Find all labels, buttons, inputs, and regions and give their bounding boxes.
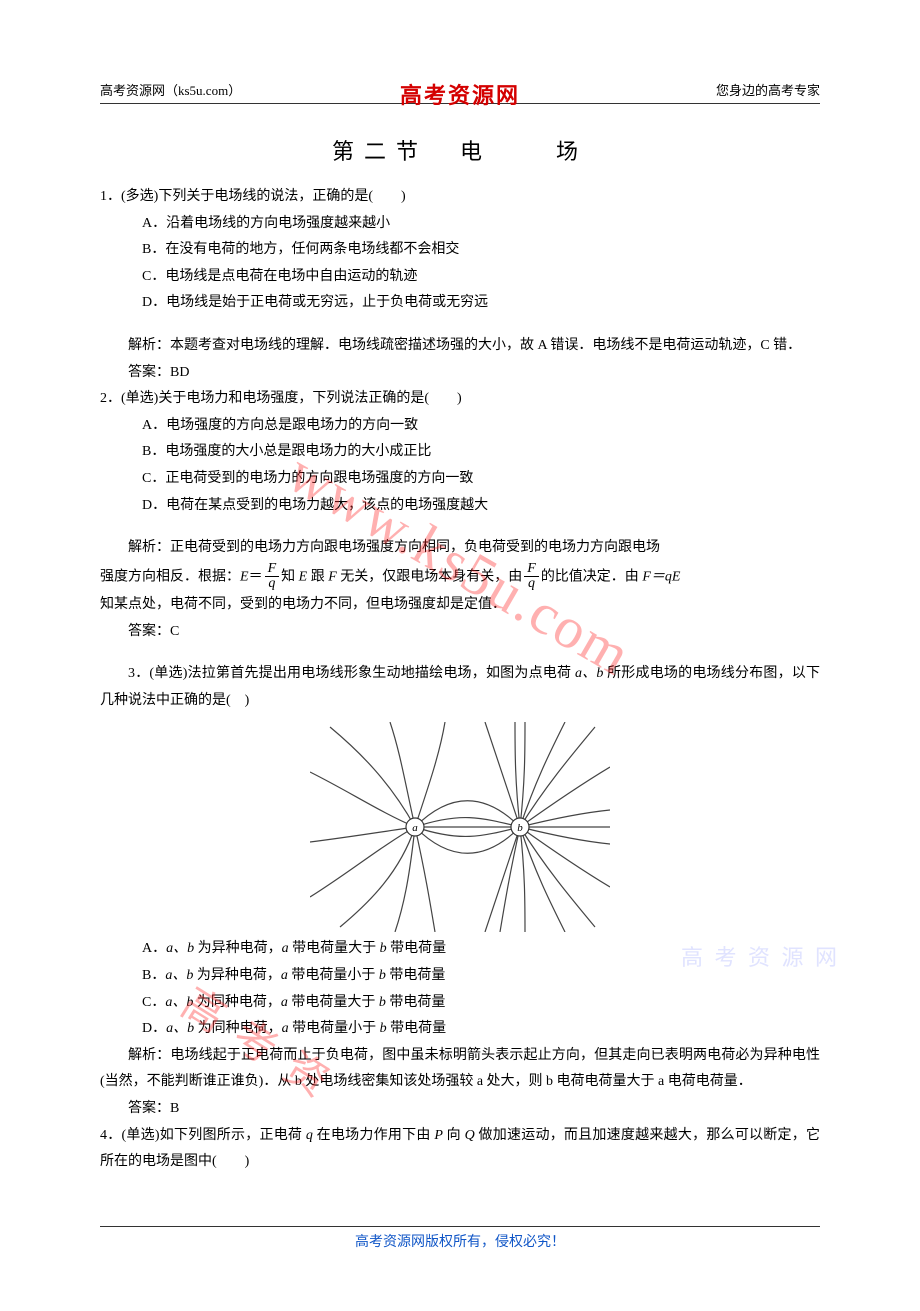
q3d-end: 带电荷量 [387,1021,447,1036]
q3d-mid: 为同种电荷， [194,1021,282,1036]
q2-opt-d: D．电荷在某点受到的电场力越大，该点的电场强度越大 [100,493,820,520]
q2-mid3: 无关，仅跟电场本身有关，由 [340,569,522,584]
q1-answer: 答案：BD [100,360,820,387]
q2-explain-b: 强度方向相反．根据：E＝Fq知 E 跟 F 无关，仅跟电场本身有关，由Fq的比值… [100,562,820,592]
section-title: 第二节 电 场 [100,134,820,166]
q2-mid4: 的比值决定．由 [541,569,639,584]
q3b-it3: b [379,968,386,983]
q3c-it3: b [379,995,386,1010]
q3-stem: 3．(单选)法拉第首先提出用电场线形象生动地描绘电场，如图为点电荷 a、b 所形… [100,661,820,714]
q2-explain-c: 知某点处，电荷不同，受到的电场力不同，但电场强度却是定值． [100,592,820,619]
q2-var-E1: E [240,569,249,584]
q4c: 向 [443,1128,465,1143]
q2-mid1: 知 [281,569,295,584]
q2-var-F: F [328,569,337,584]
q3d-mid2: 带电荷量小于 [289,1021,380,1036]
q2-frac-1: Fq [265,562,280,592]
header-right: 您身边的高考专家 [716,80,820,99]
q3a-end: 带电荷量 [387,941,447,956]
q3b-end: 带电荷量 [386,968,446,983]
q2-opt-c: C．正电荷受到的电场力的方向跟电场强度的方向一致 [100,466,820,493]
q3a-it: a、b [166,941,194,956]
q3a-mid: 为异种电荷， [194,941,282,956]
q2-frac1-n: F [265,562,280,578]
q4-it2: P [434,1128,443,1143]
header-left: 高考资源网（ks5u.com） [100,80,241,99]
q3c-pre: C． [142,995,165,1010]
field-lines-figure: a b [310,722,610,932]
q2-stem: 2．(单选)关于电场力和电场强度，下列说法正确的是( ) [100,386,820,413]
q3-explain: 解析：电场线起于正电荷而止于负电荷，图中虽未标明箭头表示起止方向，但其走向已表明… [100,1043,820,1096]
figure-container: a b [100,722,820,932]
q3a-it2: a [282,941,289,956]
q3-stem-a: 3．(单选)法拉第首先提出用电场线形象生动地描绘电场，如图为点电荷 [128,666,575,681]
q1-stem: 1．(多选)下列关于电场线的说法，正确的是( ) [100,184,820,211]
q3b-mid: 为异种电荷， [193,968,281,983]
q4-stem: 4．(单选)如下列图所示，正电荷 q 在电场力作用下由 P 向 Q 做加速运动，… [100,1123,820,1176]
q3c-it: a、b [165,995,193,1010]
q3-opt-c: C．a、b 为同种电荷，a 带电荷量大于 b 带电荷量 [100,990,820,1017]
q2-eq: F＝qE [642,569,680,584]
q3b-it: a、b [165,968,193,983]
q2-explain-a: 解析：正电荷受到的电场力方向跟电场强度方向相同，负电荷受到的电场力方向跟电场 [100,535,820,562]
q4-it1: q [306,1128,313,1143]
q1-opt-a: A．沿着电场线的方向电场强度越来越小 [100,211,820,238]
q1-opt-d: D．电场线是始于正电荷或无穷远，止于负电荷或无穷远 [100,290,820,317]
q3-opt-d: D．a、b 为同种电荷，a 带电荷量小于 b 带电荷量 [100,1016,820,1043]
q3d-it3: b [380,1021,387,1036]
fig-right-watermark: 高 考 资 源 网 [681,940,840,972]
footer-text: 高考资源网版权所有，侵权必究！ [100,1227,820,1251]
q2-opt-b: B．电场强度的大小总是跟电场力的大小成正比 [100,439,820,466]
q4b: 在电场力作用下由 [313,1128,434,1143]
q2-frac2-n: F [524,562,539,578]
q3a-it3: b [380,941,387,956]
q3c-end: 带电荷量 [386,995,446,1010]
q2-var-E2: E [299,569,308,584]
q2-frac-2: Fq [524,562,539,592]
q3d-it2: a [282,1021,289,1036]
q3c-mid: 为同种电荷， [193,995,281,1010]
q2-frac1-d: q [265,577,280,592]
q3d-it: a、b [166,1021,194,1036]
q1-opt-c: C．电场线是点电荷在电场中自由运动的轨迹 [100,264,820,291]
q3c-mid2: 带电荷量大于 [288,995,379,1010]
q2-mid2: 跟 [311,569,325,584]
q3c-it2: a [281,995,288,1010]
q4-it3: Q [465,1128,475,1143]
q3-stem-ab: a、b [575,666,603,681]
q4a: 4．(单选)如下列图所示，正电荷 [100,1128,306,1143]
header-center-brand: 高考资源网 [400,78,520,110]
q2-opt-a: A．电场强度的方向总是跟电场力的方向一致 [100,413,820,440]
q3b-mid2: 带电荷量小于 [288,968,379,983]
q1-opt-b: B．在没有电荷的地方，任何两条电场线都不会相交 [100,237,820,264]
charge-a-label: a [412,822,418,834]
q3b-pre: B． [142,968,165,983]
q3a-mid2: 带电荷量大于 [289,941,380,956]
q2-answer: 答案：C [100,619,820,646]
q3a-pre: A． [142,941,166,956]
q2-frac2-d: q [524,577,539,592]
q3-answer: 答案：B [100,1096,820,1123]
q2-exp-b-pre: 强度方向相反．根据： [100,569,240,584]
q3b-it2: a [281,968,288,983]
charge-b-label: b [517,822,523,834]
q3d-pre: D． [142,1021,166,1036]
q1-explain: 解析：本题考查对电场线的理解．电场线疏密描述场强的大小，故 A 错误．电场线不是… [100,333,820,360]
